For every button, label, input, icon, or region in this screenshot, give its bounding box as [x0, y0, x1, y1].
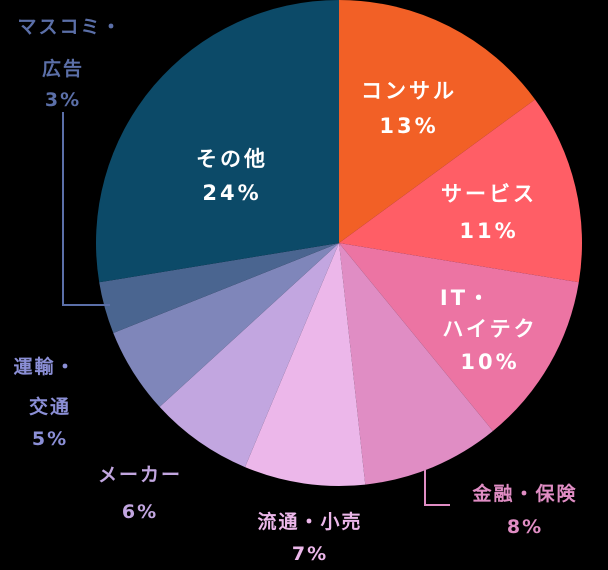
slice-label: 交通 [29, 395, 71, 418]
slice-label: 10% [460, 350, 519, 374]
slice-label: その他 [196, 147, 268, 171]
pie-slice [339, 243, 579, 432]
slice-labels: コンサル 13% サービス 11% IT・ハイテク 10% 金融・保険 8% 流通・小売 7% メー… [13, 16, 577, 565]
leader-lines [62, 112, 450, 506]
pie-slice [339, 99, 582, 283]
pie-slice [99, 243, 339, 333]
slice-label: 5% [32, 428, 68, 450]
slice-label: 広告 [42, 57, 84, 80]
pie-slice [159, 243, 339, 468]
pie-slice [339, 243, 493, 485]
slice-label: ハイテク [442, 317, 537, 341]
leader-line [424, 470, 450, 506]
slice-label: メーカー [98, 464, 182, 486]
slice-label: 8% [507, 516, 543, 538]
pie-slice [113, 243, 339, 407]
slice-label: 6% [122, 501, 158, 523]
slice-label: 24% [202, 181, 261, 205]
slice-label: 7% [292, 543, 328, 565]
slice-label: IT・ [440, 286, 492, 310]
slice-label: 3% [45, 89, 81, 111]
slice-label: マスコミ・ [17, 16, 122, 38]
pie-slice [95, 0, 339, 283]
slice-label: 11% [459, 219, 518, 243]
leader-line [62, 112, 110, 306]
pie-slice [245, 243, 366, 487]
slice-label: 運輸・ [13, 355, 76, 378]
slice-label: サービス [441, 182, 537, 206]
slice-label: 金融・保険 [471, 482, 577, 505]
slice-label: 流通・小売 [257, 510, 362, 533]
pie-slice [339, 0, 536, 243]
slice-label: 13% [379, 114, 438, 138]
slice-label: コンサル [361, 79, 457, 103]
pie-slices [95, 0, 582, 487]
